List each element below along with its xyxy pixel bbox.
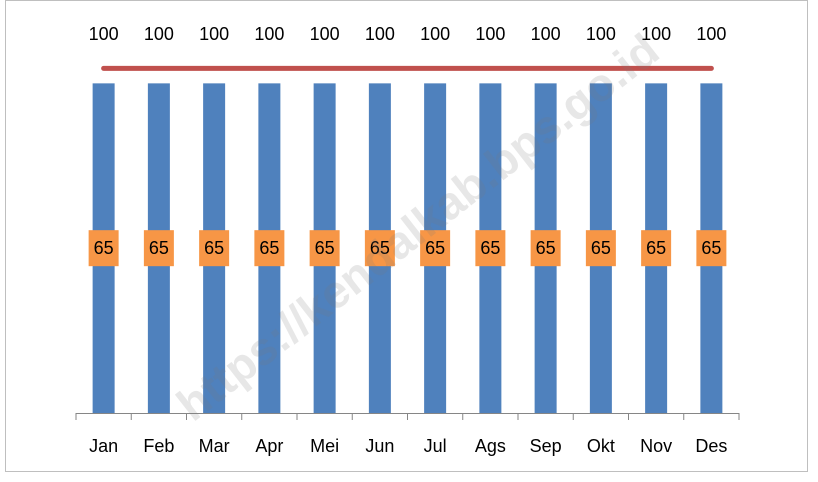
- data-label: 65: [536, 238, 556, 258]
- x-tick-label: Des: [695, 436, 727, 456]
- data-label: 65: [149, 238, 169, 258]
- data-label: 65: [480, 238, 500, 258]
- x-tick-label: Feb: [143, 436, 174, 456]
- x-tick-label: Jan: [89, 436, 118, 456]
- data-label: 65: [204, 238, 224, 258]
- x-tick-label: Nov: [640, 436, 672, 456]
- data-label: 65: [94, 238, 114, 258]
- data-label-box: [585, 230, 616, 267]
- data-label-box: [696, 230, 727, 267]
- data-label: 100: [89, 24, 119, 44]
- data-label: 65: [370, 238, 390, 258]
- data-label: 100: [586, 24, 616, 44]
- x-tick-label: Mar: [199, 436, 230, 456]
- chart-border: [5, 0, 808, 472]
- data-label: 100: [696, 24, 726, 44]
- x-tick-label: Jul: [424, 436, 447, 456]
- data-label: 65: [425, 238, 445, 258]
- data-label: 100: [531, 24, 561, 44]
- plot-area: 65 65 65 65 65 65 65 65 65 65 65 65 100 100 100 100 100 1…: [75, 24, 740, 456]
- x-tick-label: Sep: [530, 436, 562, 456]
- data-label: 65: [646, 238, 666, 258]
- data-label-box: [199, 230, 230, 267]
- data-label-box: [420, 230, 451, 267]
- x-tick-label: Apr: [255, 436, 283, 456]
- data-label: 100: [420, 24, 450, 44]
- data-label-box: [88, 230, 119, 267]
- data-label: 100: [475, 24, 505, 44]
- data-label: 65: [259, 238, 279, 258]
- data-label: 65: [701, 238, 721, 258]
- data-label: 65: [591, 238, 611, 258]
- data-label: 100: [365, 24, 395, 44]
- data-label: 100: [641, 24, 671, 44]
- data-label-box: [641, 230, 672, 267]
- data-label: 100: [254, 24, 284, 44]
- data-label-box: [364, 230, 395, 267]
- data-label: 65: [315, 238, 335, 258]
- x-tick-label: Mei: [310, 436, 339, 456]
- x-tick-label: Okt: [587, 436, 615, 456]
- data-label-box: [254, 230, 285, 267]
- x-tick-label: Ags: [475, 436, 506, 456]
- data-label-box: [530, 230, 561, 267]
- data-label: 100: [144, 24, 174, 44]
- data-label: 100: [310, 24, 340, 44]
- data-label-box: [143, 230, 174, 267]
- data-label-box: [309, 230, 340, 267]
- data-label-box: [475, 230, 506, 267]
- data-label: 100: [199, 24, 229, 44]
- x-tick-label: Jun: [365, 436, 394, 456]
